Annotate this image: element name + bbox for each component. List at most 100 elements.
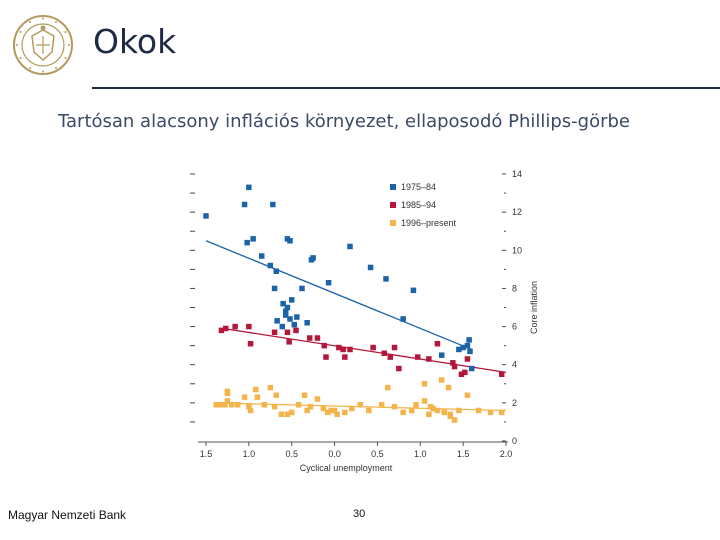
chart-legend: 1975–84 1985–94 1996–present <box>390 182 457 228</box>
data-point <box>334 411 340 418</box>
data-point <box>324 409 331 416</box>
data-point <box>306 335 313 341</box>
data-point <box>348 405 355 412</box>
data-point <box>267 262 274 269</box>
x-tick-label: 1.5 <box>457 449 470 459</box>
trend-line <box>223 327 507 373</box>
x-tick-label: 1.5 <box>200 449 213 459</box>
data-point <box>421 398 428 404</box>
page-number: 30 <box>353 508 366 520</box>
data-point <box>288 297 295 303</box>
data-point <box>280 300 286 307</box>
data-point <box>456 407 462 414</box>
data-point <box>336 344 342 351</box>
data-points <box>203 184 505 423</box>
y-tick-label: 0 <box>512 436 517 446</box>
data-point <box>340 346 346 353</box>
slide-subtitle: Tartósan alacsony inflációs környezet, e… <box>58 111 631 132</box>
data-point <box>450 360 456 366</box>
data-point <box>284 411 291 418</box>
x-tick-label: 2.0 <box>500 449 513 459</box>
data-point <box>241 394 248 400</box>
data-point <box>284 304 291 311</box>
data-point <box>304 320 310 326</box>
x-tick-label: 1.0 <box>414 449 427 459</box>
mnb-seal-logo <box>13 15 73 75</box>
data-point <box>218 402 225 408</box>
data-point <box>458 371 465 377</box>
data-point <box>475 407 482 414</box>
data-point <box>396 365 402 372</box>
data-point <box>284 329 291 336</box>
legend-swatch <box>390 184 396 190</box>
data-point <box>244 239 250 246</box>
data-point <box>325 279 332 286</box>
data-point <box>222 402 228 408</box>
data-point <box>426 411 432 418</box>
data-point <box>445 384 452 391</box>
slide-title: Okok <box>93 22 177 61</box>
data-point <box>246 323 252 330</box>
legend-label: 1996–present <box>401 218 457 228</box>
data-point <box>400 316 406 322</box>
data-point <box>288 409 295 416</box>
data-point <box>323 354 329 360</box>
data-point <box>271 329 278 336</box>
data-point <box>467 348 473 355</box>
data-point <box>347 243 353 250</box>
data-point <box>498 371 505 377</box>
legend-swatch <box>390 220 396 226</box>
data-point <box>451 417 458 423</box>
data-point <box>304 407 310 414</box>
legend-label: 1975–84 <box>401 182 436 192</box>
data-point <box>462 369 468 376</box>
data-point <box>331 407 338 414</box>
data-point <box>383 276 389 282</box>
data-point <box>282 312 289 318</box>
data-point <box>378 402 385 408</box>
trend-line <box>205 240 472 351</box>
data-point <box>273 392 280 398</box>
data-point <box>391 403 398 410</box>
data-point <box>357 402 364 408</box>
data-point <box>224 388 231 395</box>
data-point <box>421 381 428 387</box>
data-point <box>434 407 441 414</box>
data-point <box>258 253 265 259</box>
data-point <box>213 402 220 408</box>
data-point <box>295 402 302 408</box>
data-point <box>267 384 274 391</box>
data-point <box>279 323 286 330</box>
data-point <box>254 394 261 400</box>
x-tick-label: 0.5 <box>371 449 384 459</box>
data-point <box>381 350 388 357</box>
y-tick-label: 4 <box>512 360 517 370</box>
x-axis-title: Cyclical unemployment <box>300 463 393 473</box>
data-point <box>308 257 315 263</box>
y-tick-label: 8 <box>512 283 517 293</box>
footer-org-name: Magyar Nemzeti Bank <box>8 508 127 522</box>
data-point <box>464 356 471 362</box>
chart-axes: 1.5 1.0 0.5 0.0 0.5 1.0 1.5 2.0 0 2 4 6 8 10 12 14 Cycli… <box>190 169 539 473</box>
data-point <box>438 377 445 383</box>
data-point <box>314 396 321 402</box>
data-point <box>427 403 434 410</box>
data-point <box>387 354 394 360</box>
data-point <box>271 285 278 292</box>
data-point <box>466 337 472 343</box>
data-point <box>410 287 417 294</box>
y-tick-label: 10 <box>512 245 522 255</box>
data-point <box>274 318 280 324</box>
data-point <box>246 403 252 410</box>
data-point <box>414 354 421 360</box>
data-point <box>293 327 299 334</box>
data-point <box>426 356 432 362</box>
data-point <box>301 392 308 398</box>
data-point <box>234 402 241 408</box>
data-point <box>247 407 254 414</box>
data-point <box>456 346 462 353</box>
data-point <box>321 342 328 349</box>
y-axis-title: Core inflation <box>529 281 539 334</box>
data-point <box>307 403 314 410</box>
data-point <box>468 365 475 372</box>
